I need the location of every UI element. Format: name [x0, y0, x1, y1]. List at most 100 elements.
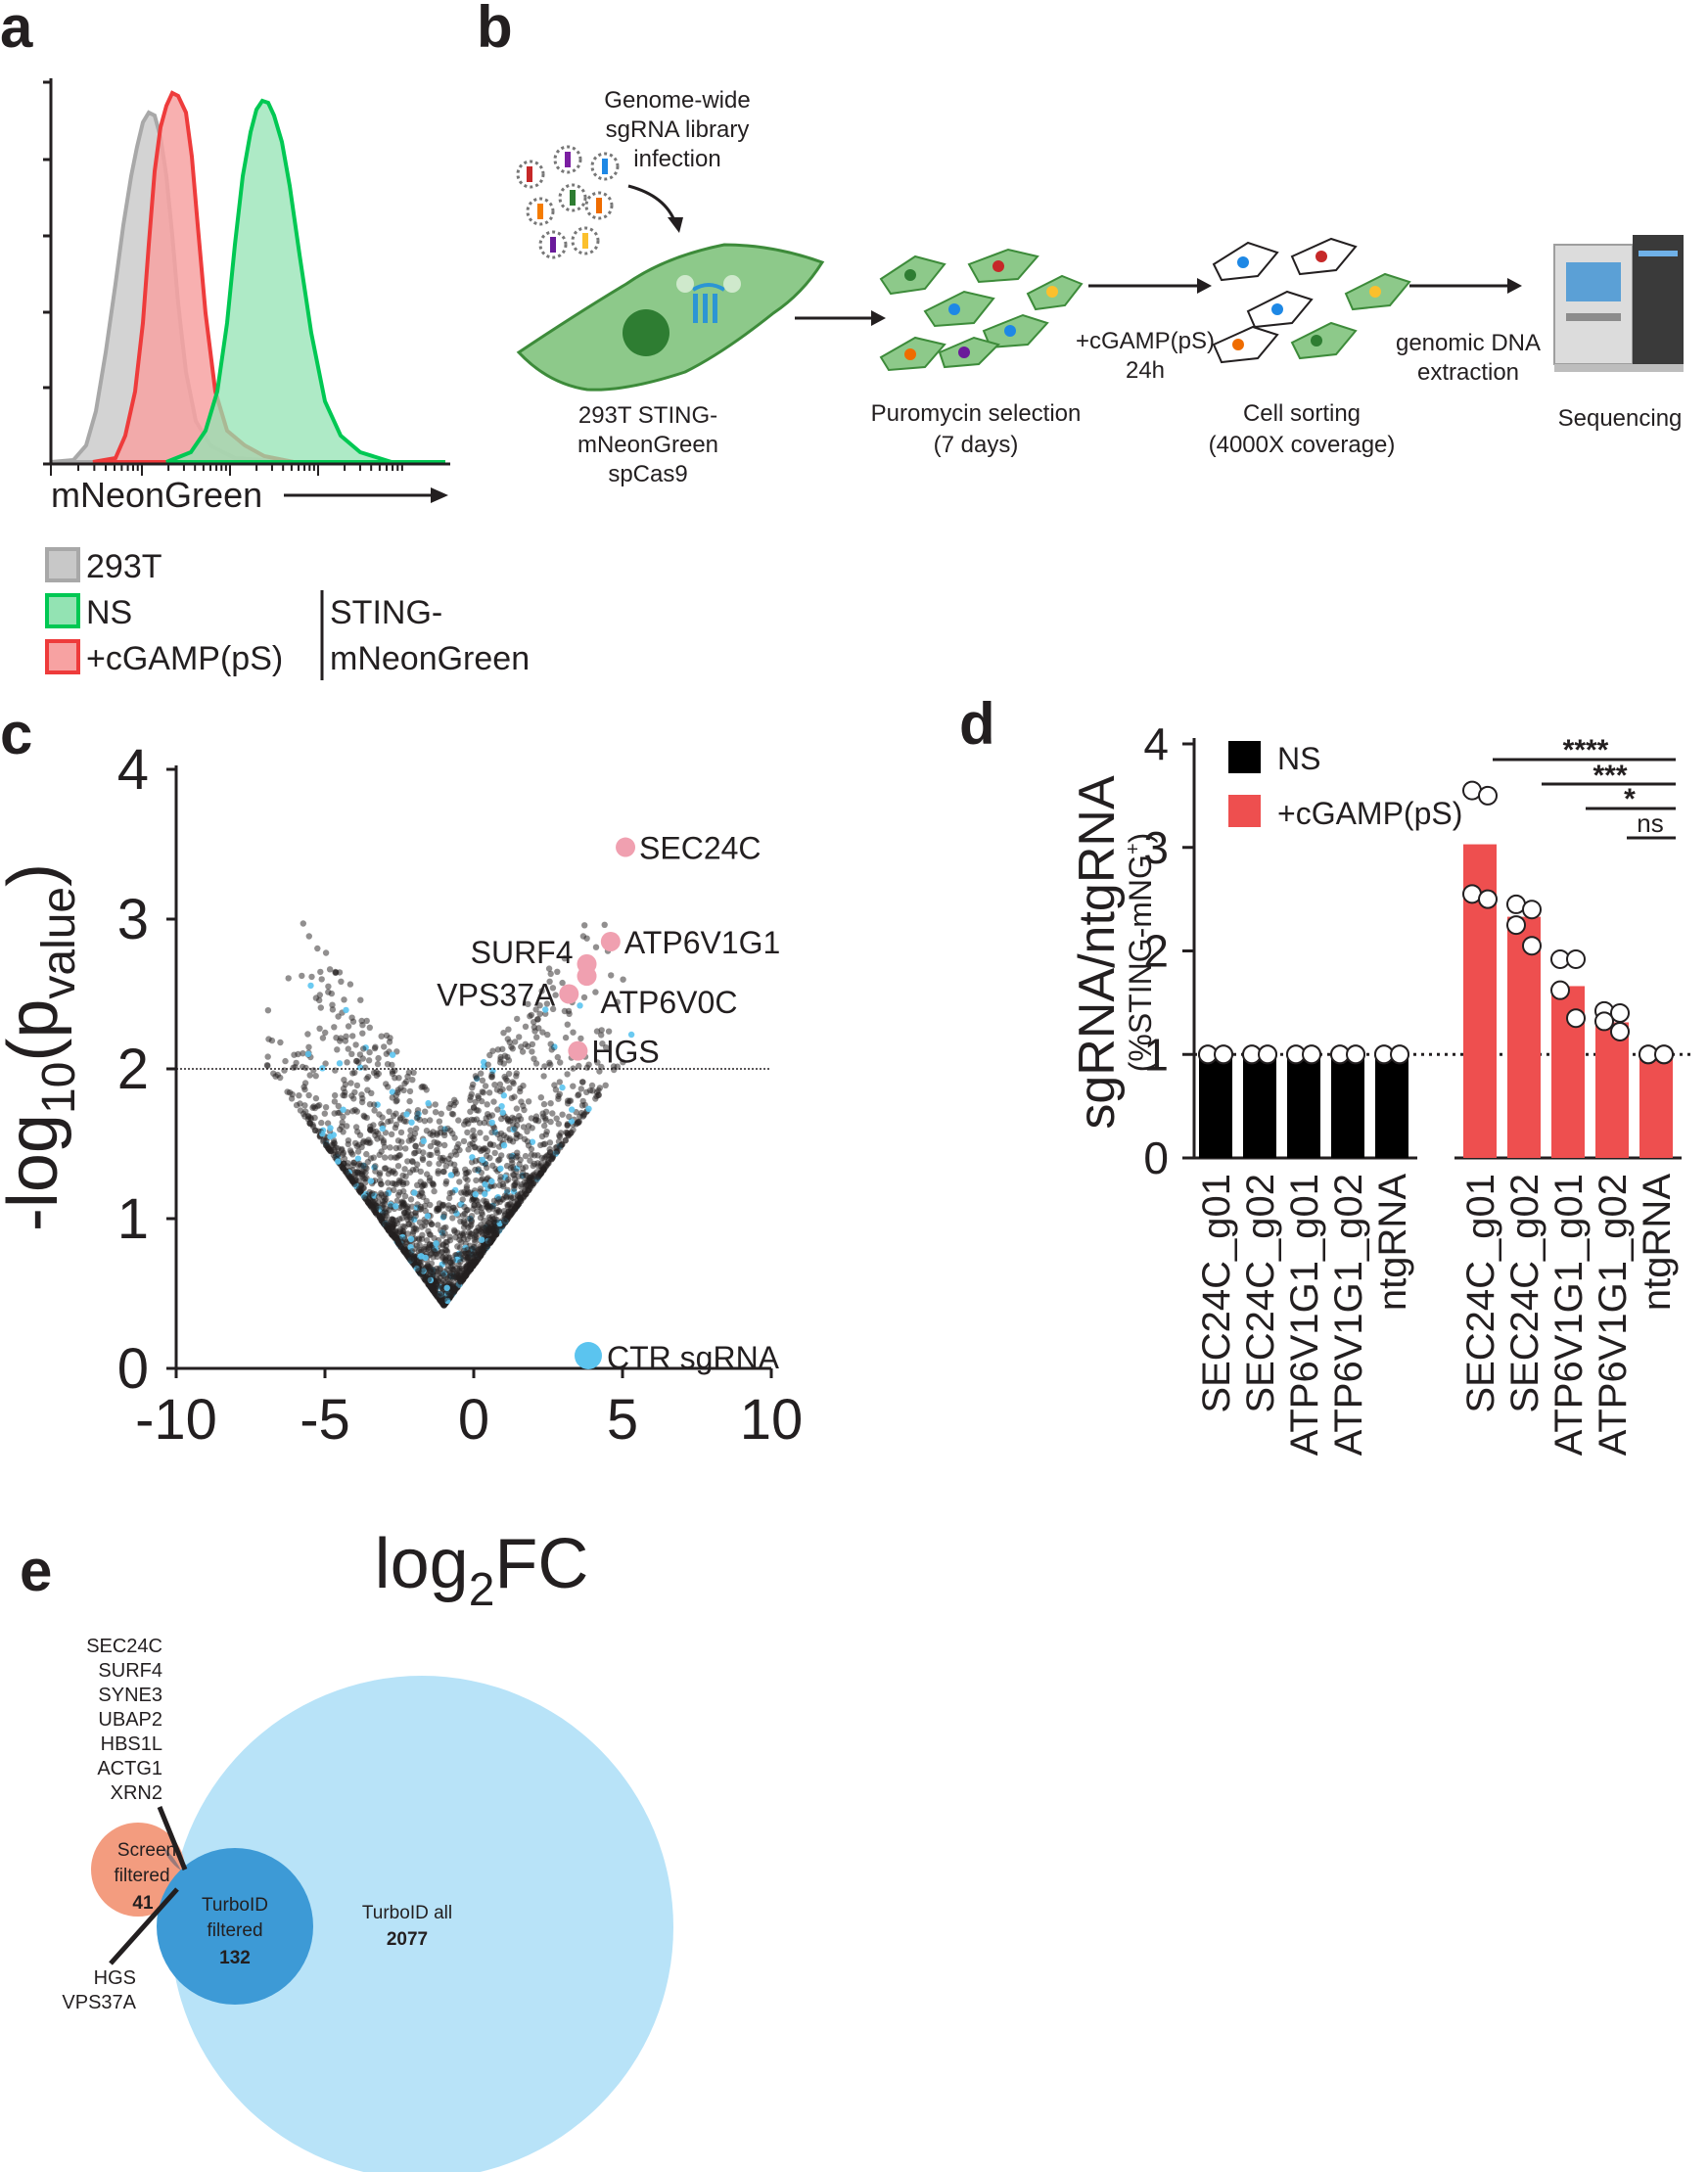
gene-point: [376, 1151, 383, 1159]
gene-point: [305, 933, 312, 940]
gene-point: [490, 1197, 498, 1205]
gene-point: [286, 1089, 294, 1096]
gene-point: [364, 1158, 371, 1166]
gene-point: [401, 1192, 409, 1200]
gene-point: [438, 1226, 444, 1234]
gene-point: [594, 1059, 601, 1066]
gene-point: [570, 1083, 577, 1089]
hit-label-atp6v1g1: ATP6V1G1: [624, 925, 780, 960]
gene-point: [441, 1141, 448, 1149]
volcano-xtick-label: -10: [135, 1388, 217, 1452]
gene-point: [391, 1186, 397, 1194]
gene-point: [285, 975, 292, 982]
gene-point: [453, 1272, 460, 1279]
bar-1-3: [1595, 1022, 1629, 1158]
bar-category-label: SEC24C_g01: [1195, 1174, 1238, 1413]
gene-point: [484, 1164, 490, 1172]
gene-point: [505, 1176, 512, 1183]
gene-point: [409, 1230, 416, 1237]
gene-point: [549, 985, 557, 992]
bar-legend-swatch-ns: [1228, 741, 1261, 773]
ctr-point: [327, 1125, 334, 1132]
gene-point: [577, 1086, 584, 1092]
panel-a-xlabel: mNeonGreen: [51, 475, 262, 515]
gene-point: [511, 1198, 518, 1206]
gene-point: [401, 1166, 408, 1173]
panel-c-volcano: 0 1 2 3 4 -10 -5 0 5 10 SEC24C ATP6V1G1 SURF4 ATP6V0…: [0, 738, 803, 1616]
venn-gene-list-bottom: HGS VPS37A: [62, 1967, 136, 2013]
cell-label-3: spCas9: [608, 461, 687, 487]
bar-point: [1610, 1002, 1630, 1023]
gene-point: [552, 1086, 560, 1093]
hit-point-sec24c: [616, 837, 636, 857]
gene-point: [335, 1013, 342, 1020]
gene-point: [306, 1121, 314, 1128]
gene-point: [504, 1036, 511, 1042]
turbo-all-label: TurboID all: [362, 1903, 452, 1923]
gene-point: [478, 1177, 485, 1183]
gene-point: [514, 1152, 521, 1160]
gene-point: [439, 1203, 446, 1210]
gene-point: [522, 1152, 530, 1160]
gene-point: [546, 1059, 553, 1067]
gene-point: [498, 1152, 505, 1159]
gene-point: [402, 1118, 410, 1125]
gene-point: [576, 1062, 582, 1070]
gene-point: [277, 1074, 284, 1082]
gene-point: [507, 1212, 514, 1219]
hit-point-atp6v1g1: [600, 931, 621, 951]
gene-point: [421, 1118, 429, 1125]
gene-point: [484, 1101, 490, 1108]
gene-point: [559, 1111, 566, 1118]
panel-label-a: a: [0, 0, 33, 60]
gene-point: [540, 1100, 548, 1108]
hit-label-hgs: HGS: [591, 1035, 659, 1070]
ctr-point: [304, 1050, 312, 1058]
gene-point: [536, 1001, 543, 1009]
gene-point: [502, 1076, 509, 1083]
gene-point: [340, 1160, 347, 1168]
gene-point: [460, 1137, 468, 1145]
gene-point: [477, 1243, 484, 1250]
gene-point: [421, 1222, 429, 1229]
gene-point: [439, 1168, 447, 1176]
gene-point: [430, 1247, 437, 1254]
gene-point: [366, 1048, 373, 1056]
gene-point: [552, 992, 559, 998]
gene-point: [323, 1142, 330, 1149]
gene-point: [453, 1151, 460, 1158]
gene-point: [324, 1120, 332, 1127]
gene-point: [371, 1044, 379, 1052]
gene-point: [369, 1204, 376, 1212]
gene-point: [336, 969, 344, 976]
bar-point: [1654, 1044, 1674, 1065]
gene-point: [318, 1119, 325, 1127]
gene-point: [486, 1154, 493, 1162]
panel-a-histogram: mNeonGreen: [43, 78, 450, 515]
gene-point: [473, 1107, 481, 1114]
gene-point: [401, 1080, 408, 1087]
gene-point: [472, 1158, 480, 1165]
gene-point: [340, 1129, 346, 1135]
gene-point: [532, 1060, 540, 1067]
gene-point: [392, 1098, 399, 1105]
gene-point: [583, 1088, 590, 1096]
volcano-ytick-label: 0: [117, 1337, 149, 1401]
gene-point: [349, 1151, 356, 1158]
gene-point: [360, 1045, 367, 1052]
bar-ytick-label: 4: [1143, 718, 1169, 769]
gene-point: [395, 1191, 402, 1199]
gene-point: [559, 979, 566, 987]
gene-point: [399, 1178, 406, 1186]
gene-point: [514, 1015, 521, 1023]
gene-point: [366, 1024, 373, 1032]
gene-point: [410, 1257, 418, 1264]
ctr-point: [379, 1125, 386, 1132]
gene-point: [362, 1064, 369, 1071]
gene-point: [555, 1095, 562, 1102]
gene-point: [302, 1064, 309, 1072]
gene-point: [599, 1040, 606, 1047]
gene-point: [603, 1044, 610, 1051]
gene-point: [354, 1148, 362, 1155]
gene-point: [467, 1096, 474, 1104]
